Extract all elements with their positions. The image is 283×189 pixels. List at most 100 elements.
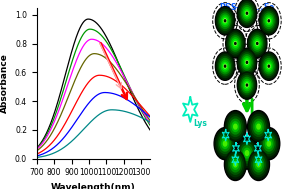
Circle shape [222, 17, 228, 24]
Circle shape [229, 117, 242, 136]
Circle shape [227, 152, 244, 177]
Circle shape [224, 65, 226, 67]
Circle shape [246, 11, 248, 15]
Circle shape [226, 150, 245, 179]
Circle shape [230, 36, 241, 51]
Circle shape [268, 65, 269, 67]
Circle shape [234, 162, 237, 167]
Circle shape [267, 141, 271, 146]
Circle shape [255, 40, 260, 47]
Circle shape [245, 59, 249, 66]
Circle shape [234, 124, 237, 129]
Circle shape [214, 128, 236, 160]
Circle shape [261, 9, 276, 32]
Circle shape [249, 150, 268, 179]
Circle shape [239, 2, 255, 25]
Circle shape [255, 160, 262, 169]
Circle shape [245, 81, 249, 89]
Circle shape [262, 11, 275, 30]
Circle shape [242, 77, 252, 93]
Circle shape [257, 43, 258, 44]
Circle shape [234, 42, 237, 45]
Circle shape [238, 49, 256, 75]
Circle shape [217, 55, 233, 77]
Circle shape [228, 32, 243, 55]
Circle shape [222, 139, 228, 149]
Circle shape [224, 19, 226, 23]
Circle shape [241, 76, 253, 94]
Circle shape [260, 8, 278, 34]
Circle shape [261, 55, 276, 77]
Circle shape [232, 160, 239, 169]
Circle shape [254, 157, 263, 172]
Text: PSS-Cu$_{2-x}$Se: PSS-Cu$_{2-x}$Se [219, 2, 275, 14]
Circle shape [265, 60, 273, 72]
Circle shape [218, 57, 231, 76]
Circle shape [216, 53, 234, 79]
Circle shape [215, 7, 235, 35]
X-axis label: Wavelength(nm): Wavelength(nm) [51, 183, 136, 189]
Circle shape [265, 139, 272, 149]
Circle shape [241, 4, 253, 23]
Circle shape [217, 131, 233, 156]
Circle shape [249, 112, 268, 141]
Circle shape [230, 119, 240, 134]
Circle shape [237, 139, 257, 167]
Circle shape [226, 30, 244, 57]
Circle shape [255, 122, 262, 132]
Circle shape [224, 148, 246, 180]
Circle shape [242, 55, 252, 70]
Circle shape [257, 124, 260, 129]
Circle shape [237, 0, 257, 27]
Circle shape [224, 20, 226, 22]
Circle shape [217, 9, 233, 32]
Circle shape [218, 11, 231, 30]
Circle shape [239, 51, 255, 74]
Circle shape [239, 141, 255, 165]
Circle shape [223, 141, 227, 146]
Circle shape [265, 15, 273, 26]
Circle shape [229, 34, 242, 53]
Circle shape [253, 38, 261, 49]
Circle shape [264, 13, 274, 29]
Circle shape [224, 111, 246, 143]
Circle shape [268, 20, 269, 22]
Circle shape [261, 131, 277, 156]
Circle shape [230, 157, 240, 172]
Circle shape [229, 155, 242, 174]
Circle shape [221, 15, 229, 26]
Circle shape [239, 74, 255, 96]
Circle shape [220, 59, 230, 74]
Circle shape [268, 19, 270, 23]
Circle shape [244, 148, 250, 158]
Circle shape [243, 57, 251, 68]
Circle shape [259, 7, 278, 35]
Circle shape [242, 146, 252, 160]
Circle shape [220, 13, 230, 29]
Circle shape [252, 117, 265, 136]
Circle shape [246, 61, 248, 63]
Text: Lys: Lys [194, 119, 207, 128]
Circle shape [238, 72, 256, 98]
Circle shape [221, 60, 229, 72]
Circle shape [246, 83, 248, 87]
Circle shape [238, 0, 256, 26]
Circle shape [243, 79, 251, 91]
Circle shape [237, 71, 257, 99]
Circle shape [264, 59, 274, 74]
Circle shape [220, 136, 230, 151]
Circle shape [260, 53, 278, 79]
Circle shape [254, 119, 263, 134]
Circle shape [252, 36, 262, 51]
Circle shape [245, 10, 249, 17]
Circle shape [259, 129, 279, 158]
Circle shape [246, 84, 248, 86]
Circle shape [248, 29, 267, 58]
Circle shape [236, 137, 258, 169]
Circle shape [235, 43, 236, 44]
Circle shape [241, 53, 253, 72]
Circle shape [226, 112, 245, 141]
Circle shape [224, 64, 226, 68]
Circle shape [240, 143, 254, 163]
Circle shape [257, 162, 260, 167]
